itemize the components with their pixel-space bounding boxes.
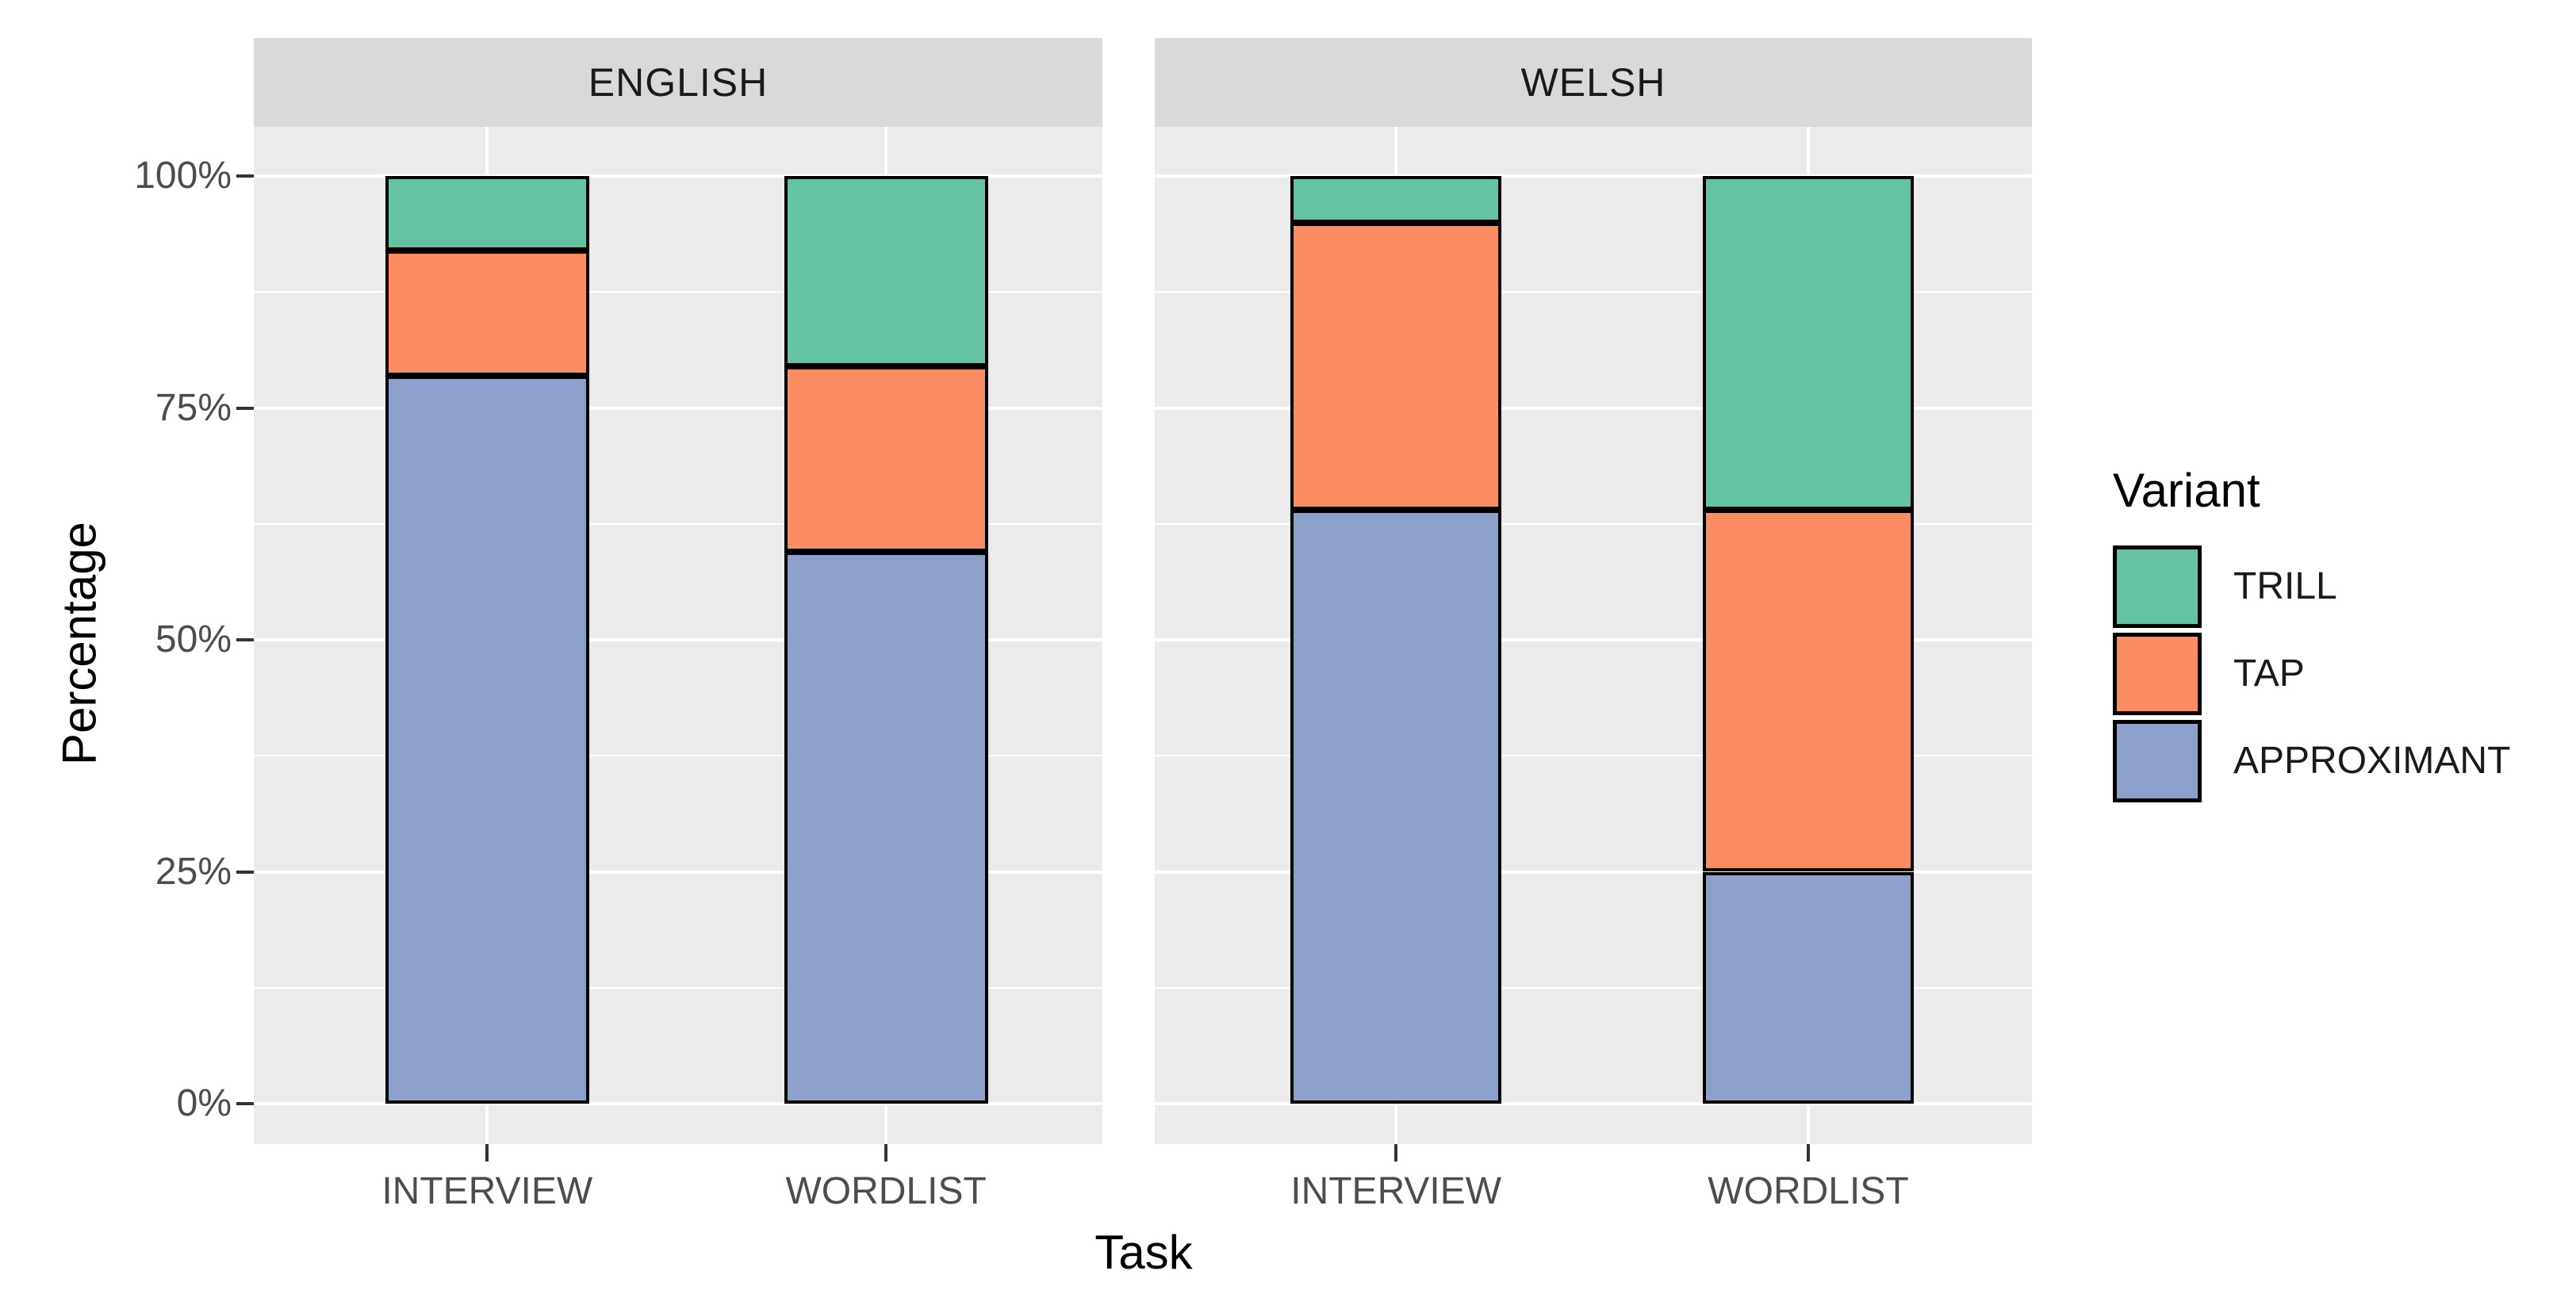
x-tick-mark [884, 1144, 888, 1162]
facet-strip-label: ENGLISH [588, 60, 769, 105]
bar-segment-trill [385, 176, 589, 251]
bar-segment-trill [1290, 176, 1501, 223]
y-tick-mark [236, 870, 254, 874]
y-tick-label: 75% [155, 386, 232, 429]
y-tick-label: 50% [155, 618, 232, 660]
facet-strip: ENGLISH [254, 38, 1102, 127]
x-tick-label: WORDLIST [785, 1170, 987, 1212]
y-tick-mark [236, 638, 254, 641]
facet-strip-label: WELSH [1520, 60, 1666, 105]
bar-segment-tap [1703, 510, 1914, 872]
legend-swatch-tap [2113, 633, 2202, 715]
gridline-horizontal-minor [1155, 986, 2032, 989]
bar-segment-approximant [385, 375, 589, 1104]
y-tick-mark [236, 174, 254, 178]
x-tick-label: INTERVIEW [381, 1170, 593, 1212]
gridline-horizontal-major [254, 406, 1102, 410]
y-tick-label: 100% [134, 155, 232, 197]
bar-segment-trill [784, 176, 988, 366]
bar-segment-approximant [1290, 510, 1501, 1104]
bar-segment-tap [1290, 222, 1501, 511]
gridline-horizontal-major [1155, 638, 2032, 641]
bar-segment-approximant [1703, 871, 1914, 1104]
gridline-horizontal-major [1155, 174, 2032, 178]
facet-strip: WELSH [1155, 38, 2032, 127]
gridline-horizontal-minor [1155, 755, 2032, 757]
x-tick-mark [1806, 1144, 1810, 1162]
gridline-horizontal-major [1155, 1102, 2032, 1105]
x-tick-label: WORDLIST [1708, 1170, 1909, 1212]
gridline-horizontal-minor [254, 755, 1102, 757]
bar-segment-tap [385, 250, 589, 376]
x-tick-mark [485, 1144, 489, 1162]
x-axis-title: Task [1094, 1226, 1193, 1279]
legend-label: TRILL [2233, 565, 2337, 607]
legend-title: Variant [2113, 464, 2260, 517]
gridline-horizontal-minor [254, 986, 1102, 989]
bar-segment-trill [1703, 176, 1914, 511]
bar-segment-approximant [784, 551, 988, 1104]
y-tick-mark [236, 406, 254, 410]
gridline-horizontal-minor [254, 522, 1102, 525]
gridline-horizontal-major [254, 638, 1102, 641]
gridline-horizontal-major [1155, 406, 2032, 410]
gridline-horizontal-major [254, 174, 1102, 178]
gridline-horizontal-minor [1155, 522, 2032, 525]
x-tick-mark [1394, 1144, 1398, 1162]
gridline-horizontal-major [254, 870, 1102, 874]
y-tick-label: 0% [176, 1082, 232, 1124]
bar-segment-tap [784, 366, 988, 552]
gridline-horizontal-minor [1155, 291, 2032, 293]
y-tick-mark [236, 1102, 254, 1105]
legend-swatch-trill [2113, 545, 2202, 628]
x-tick-label: INTERVIEW [1290, 1170, 1502, 1212]
legend-label: TAP [2233, 653, 2305, 695]
gridline-horizontal-minor [254, 291, 1102, 293]
legend-swatch-approximant [2113, 720, 2202, 802]
legend-label: APPROXIMANT [2233, 740, 2511, 782]
gridline-horizontal-major [1155, 870, 2032, 874]
gridline-horizontal-major [254, 1102, 1102, 1105]
y-tick-label: 25% [155, 850, 232, 893]
